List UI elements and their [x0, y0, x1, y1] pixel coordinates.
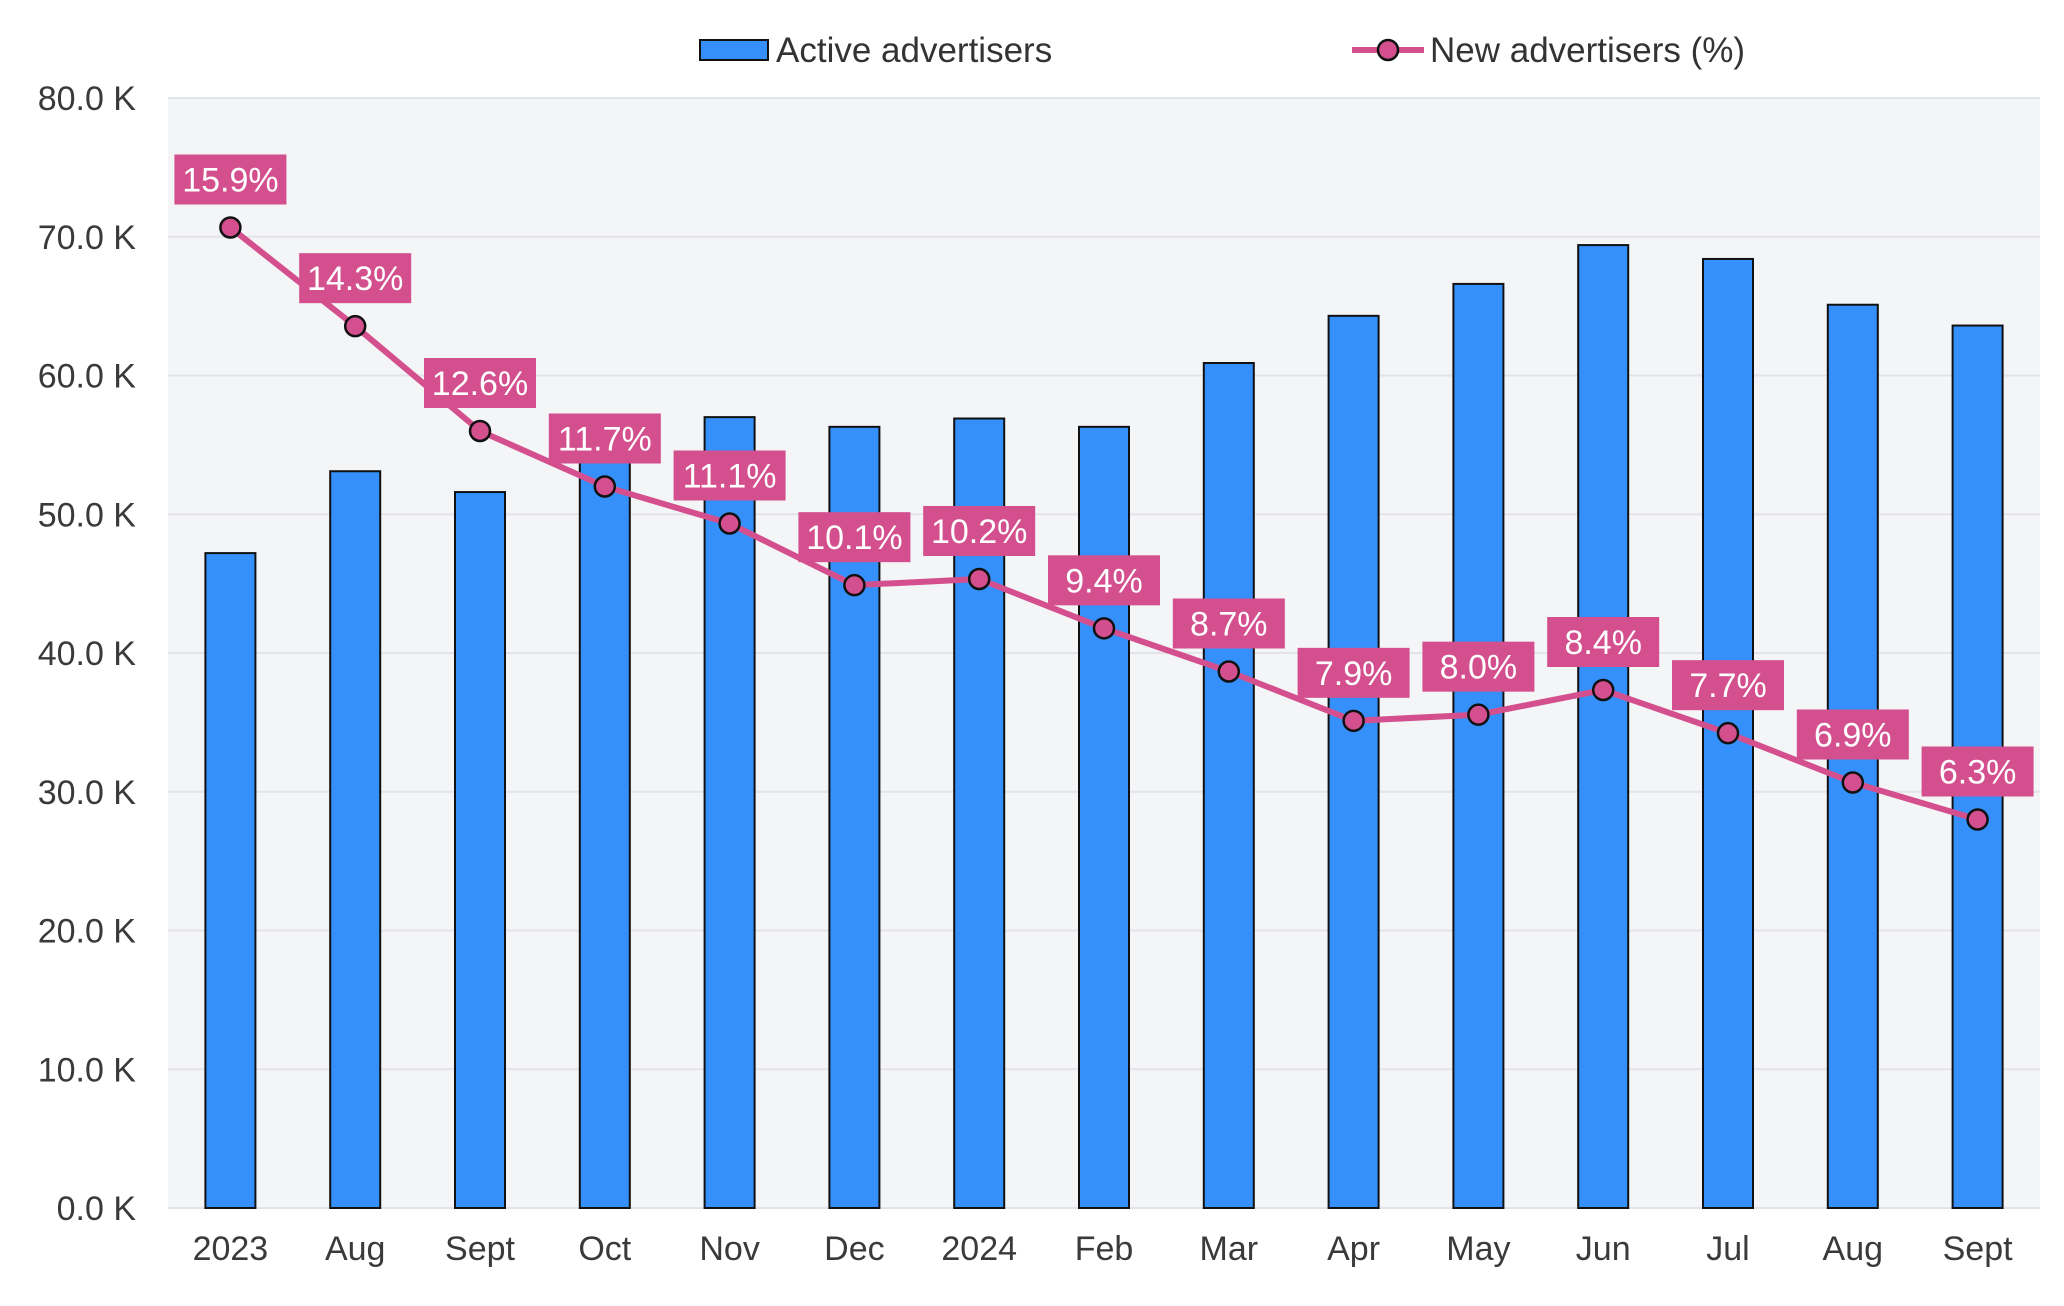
x-tick-label: Aug	[325, 1230, 386, 1268]
y-tick-label: 40.0 K	[38, 635, 137, 673]
data-label: 12.6%	[432, 365, 528, 403]
bar-active-advertisers	[1452, 282, 1505, 1209]
data-label: 7.9%	[1315, 655, 1393, 693]
x-tick-label: May	[1446, 1230, 1510, 1268]
legend-label-active-advertisers: Active advertisers	[776, 31, 1052, 70]
line-marker	[1342, 709, 1365, 733]
x-tick-label: Mar	[1200, 1230, 1259, 1268]
y-tick-label: 70.0 K	[38, 219, 137, 257]
data-labels: 15.9% 14.3% 12.6% 11.7% 11.1% 10.1% 10.2% 9.4% 8…	[174, 154, 2034, 797]
x-tick-label: Jul	[1706, 1230, 1749, 1268]
data-label: 8.7%	[1190, 606, 1268, 644]
x-tick-label: Jun	[1576, 1230, 1631, 1268]
bar-active-advertisers	[703, 416, 756, 1209]
data-label-box	[1172, 598, 1285, 649]
legend-swatch-bar	[699, 39, 769, 61]
x-tick-label: Dec	[824, 1230, 884, 1268]
data-label-box	[1921, 746, 2034, 797]
line-marker	[1716, 721, 1740, 745]
data-label-box	[673, 450, 786, 501]
line-marker	[1966, 808, 1989, 831]
x-tick-label: Oct	[578, 1230, 631, 1268]
line-marker	[468, 419, 492, 443]
x-tick-label: Sept	[1943, 1230, 2013, 1268]
data-label: 14.3%	[307, 260, 403, 298]
line-marker	[219, 216, 242, 239]
data-label: 10.2%	[931, 513, 1027, 551]
x-tick-label: Sept	[445, 1230, 515, 1268]
data-label-box	[1796, 709, 1909, 760]
data-label-box	[424, 358, 536, 408]
legend-swatch-marker	[1376, 38, 1400, 62]
data-label-box	[1422, 641, 1535, 692]
y-tick-label: 30.0 K	[38, 774, 137, 812]
data-label: 7.7%	[1689, 667, 1767, 705]
line-marker	[718, 512, 741, 535]
bar-active-advertisers	[1577, 244, 1630, 1209]
x-tick-label: Aug	[1823, 1230, 1884, 1268]
line-marker	[1841, 771, 1865, 794]
data-label: 11.7%	[558, 421, 652, 459]
bar-active-advertisers	[1202, 362, 1255, 1209]
bar-active-advertisers	[204, 552, 257, 1209]
x-tick-label: 2023	[193, 1230, 269, 1268]
y-tick-label: 0.0 K	[57, 1190, 137, 1228]
line-marker	[1092, 617, 1116, 640]
data-label: 11.1%	[683, 458, 777, 496]
line-marker	[1217, 660, 1241, 683]
data-label-box	[174, 154, 287, 205]
data-label-box	[1672, 660, 1784, 711]
data-label: 10.1%	[806, 519, 902, 557]
y-tick-label: 10.0 K	[38, 1051, 137, 1089]
bar-active-advertisers	[1327, 314, 1380, 1209]
line-marker	[343, 314, 367, 338]
bar-active-advertisers	[454, 491, 506, 1209]
x-tick-label: Nov	[699, 1230, 759, 1268]
data-label: 15.9%	[182, 162, 278, 200]
data-label-box	[923, 506, 1036, 556]
y-tick-label: 80.0 K	[38, 80, 137, 118]
line-marker	[1467, 703, 1490, 726]
x-tick-label: Feb	[1075, 1230, 1134, 1268]
line-marker	[593, 475, 617, 498]
x-tick-label: Apr	[1327, 1230, 1380, 1268]
bar-active-advertisers	[329, 470, 382, 1209]
data-label: 9.4%	[1065, 562, 1143, 600]
bar-active-advertisers	[1702, 257, 1754, 1209]
y-tick-label: 50.0 K	[38, 496, 137, 534]
legend-label-new-advertisers: New advertisers (%)	[1430, 31, 1745, 70]
data-label-box	[299, 253, 412, 304]
bar-active-advertisers	[578, 460, 631, 1209]
data-label: 8.0%	[1440, 649, 1518, 687]
line-marker	[843, 573, 866, 597]
data-label: 8.4%	[1564, 624, 1642, 662]
legend: Active advertisers New advertisers (%)	[699, 31, 1745, 70]
y-tick-label: 20.0 K	[38, 913, 137, 951]
data-label: 6.3%	[1939, 754, 2017, 792]
line-marker	[1591, 678, 1615, 702]
bar-active-advertisers	[1078, 425, 1130, 1209]
data-label-box	[798, 512, 911, 563]
data-label-box	[1048, 555, 1160, 606]
data-label: 6.9%	[1814, 717, 1892, 755]
data-label-box	[1297, 647, 1410, 698]
x-tick-label: 2024	[941, 1230, 1017, 1268]
line-marker	[967, 567, 991, 591]
data-label-box	[548, 413, 661, 464]
y-tick-label: 60.0 K	[38, 358, 137, 396]
data-label-box	[1547, 617, 1660, 667]
